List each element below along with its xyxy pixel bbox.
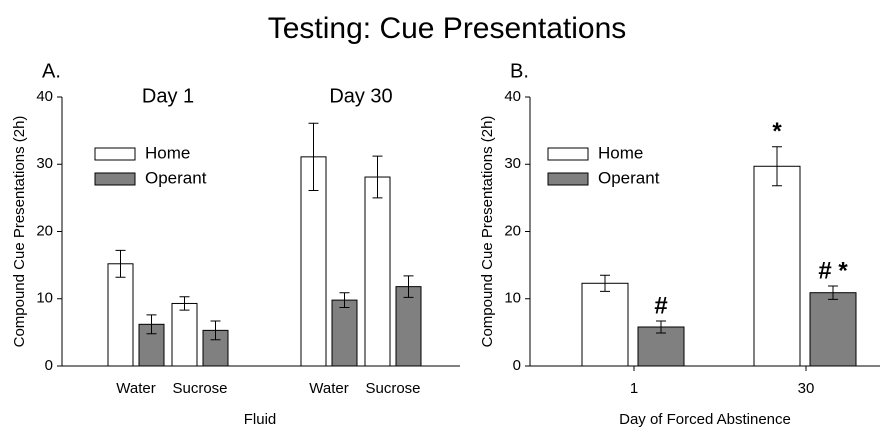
annotation: # * [818,257,848,284]
legend-label: Home [598,143,643,162]
x-axis-label: Fluid [244,411,277,428]
x-tick-label: Water [116,380,155,397]
annotation: * [772,118,782,145]
legend-swatch [547,172,589,186]
bar [300,156,327,367]
y-tick-label: 40 [504,88,521,105]
x-tick-label: Sucrose [365,380,420,397]
error-bar [210,320,221,341]
legend-label: Operant [598,168,660,187]
error-bar [656,320,666,334]
bar [202,329,229,367]
legend-swatch [94,172,136,186]
bar [753,165,801,367]
error-bar [115,249,126,278]
legend-label: Home [145,143,190,162]
error-bar [372,155,383,199]
error-bar [308,122,319,191]
error-bar [339,292,350,308]
group-label: Day 30 [329,85,392,107]
error-bar [179,296,190,311]
bar [331,299,358,367]
bar [364,176,391,367]
y-tick-label: 20 [36,222,53,239]
legend-swatch [547,147,589,161]
annotation: # [654,292,667,319]
bar [809,292,857,367]
y-tick-label: 0 [45,357,53,374]
x-axis-label: Day of Forced Abstinence [619,411,791,428]
bar [171,302,198,367]
error-bar [772,146,782,187]
y-tick-label: 10 [36,290,53,307]
error-bar [403,275,414,298]
y-tick-label: 10 [504,290,521,307]
panel-label: B. [510,60,529,82]
y-axis-label: Compound Cue Presentations (2h) [479,116,496,348]
y-tick-label: 40 [36,88,53,105]
y-tick-label: 20 [504,222,521,239]
figure-title: Testing: Cue Presentations [268,12,627,45]
bar [581,282,629,367]
error-bar [600,274,610,292]
error-bar [146,314,157,335]
legend-swatch [94,147,136,161]
y-axis-label: Compound Cue Presentations (2h) [11,116,28,348]
bar [395,286,422,367]
y-tick-label: 30 [504,155,521,172]
y-tick-label: 0 [513,357,521,374]
x-tick-label: 1 [630,380,638,397]
group-label: Day 1 [142,85,194,107]
x-tick-label: Water [309,380,348,397]
x-tick-label: 30 [798,380,815,397]
error-bar [828,285,838,300]
legend-label: Operant [145,168,207,187]
y-tick-label: 30 [36,155,53,172]
x-tick-label: Sucrose [172,380,227,397]
panel-label: A. [42,60,61,82]
bar [107,263,134,367]
